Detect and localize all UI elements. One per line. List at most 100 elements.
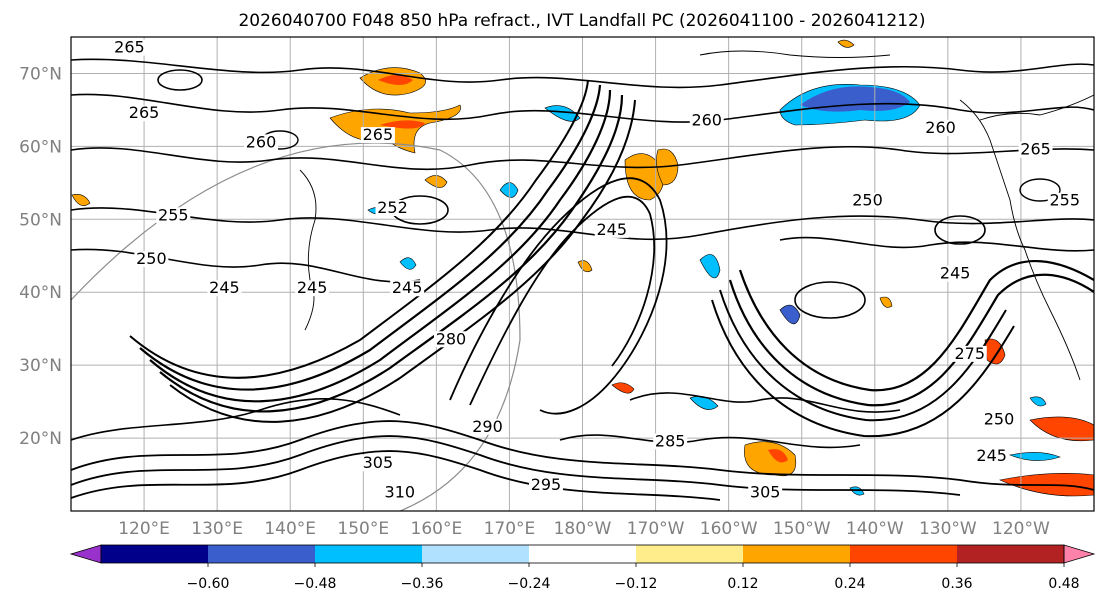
contour-label: 245 — [596, 220, 627, 239]
positive-anomaly-patch — [611, 382, 635, 394]
positive-anomaly-patch — [744, 441, 797, 477]
coastline-alaska — [979, 94, 1094, 121]
colorbar-segment — [529, 545, 637, 563]
positive-anomaly-core — [378, 75, 413, 85]
longitude-label: 120°W — [992, 519, 1050, 539]
colorbar-extend-low — [69, 544, 102, 564]
contour-label: 255 — [1049, 191, 1080, 210]
contour-label-bg — [156, 207, 191, 224]
colorbar-tick-label: 0.48 — [1048, 576, 1079, 592]
contour-label: 275 — [955, 344, 986, 363]
contour-label: 260 — [691, 111, 722, 130]
contour-label: 260 — [925, 118, 956, 137]
positive-anomaly-patch — [879, 296, 893, 308]
contour-label-bg — [127, 105, 162, 122]
contour-label: 245 — [392, 278, 423, 297]
positive-anomaly-core — [380, 120, 425, 129]
contour-label-bg — [952, 345, 987, 362]
coastline-japan — [299, 169, 317, 331]
contour-label-bg — [528, 477, 563, 494]
contour-label-bg — [748, 484, 783, 501]
latitude-label: 60°N — [19, 137, 62, 157]
contour-label: 265 — [129, 103, 160, 122]
contour-label: 255 — [158, 205, 189, 224]
coastlines — [299, 50, 1094, 381]
contour-label-bg — [134, 251, 169, 268]
positive-anomaly-patch — [577, 260, 593, 273]
contour-label-bg — [243, 134, 278, 151]
latitude-labels: 70°N 60°N 50°N 40°N 30°N 20°N — [19, 64, 62, 449]
positive-anomaly-patch — [71, 194, 91, 206]
contour-label: 305 — [363, 453, 394, 472]
latitude-label: 50°N — [19, 210, 62, 230]
colorbar-tick-label: 0.12 — [727, 576, 758, 592]
contour-label: 280 — [436, 329, 467, 348]
longitude-label: 170°W — [627, 519, 685, 539]
contour-label-bg — [850, 192, 885, 209]
longitude-label: 130°W — [919, 519, 977, 539]
longitude-label: 140°W — [846, 519, 904, 539]
contour-label-bg — [470, 418, 505, 435]
positive-anomaly-patch — [837, 39, 855, 48]
contour-label: 295 — [531, 475, 562, 494]
negative-anomaly-patch — [849, 486, 865, 496]
contour-label-bg — [382, 484, 417, 501]
colorbar-tick-label: −0.60 — [187, 576, 230, 592]
contour-label: 285 — [655, 431, 686, 450]
colorbar — [69, 544, 1096, 564]
contour-label: 252 — [377, 198, 408, 217]
colorbar-frame — [100, 544, 1065, 564]
contour-label: 305 — [750, 482, 781, 501]
latitude-label: 40°N — [19, 283, 62, 303]
negative-anomaly-patch — [1029, 396, 1047, 407]
contour-label: 290 — [472, 417, 503, 436]
positive-anomaly-core — [768, 449, 788, 463]
contour-label: 265 — [114, 38, 145, 57]
negative-anomaly-patch — [699, 254, 721, 279]
contour-label-bg — [360, 127, 395, 144]
coastline-arctic — [699, 50, 891, 58]
contour-label: 310 — [385, 482, 416, 501]
colorbar-segment — [957, 545, 1065, 563]
contour-label: 250 — [984, 409, 1015, 428]
graticule — [71, 37, 1094, 511]
contour-label: 245 — [209, 278, 240, 297]
contour-label-bg — [653, 433, 688, 450]
longitude-label: 150°E — [337, 519, 389, 539]
great-circle-arc — [71, 142, 521, 511]
negative-anomaly-patch — [399, 257, 417, 270]
positive-anomaly-patch — [624, 153, 664, 201]
contour-label-bg — [390, 280, 425, 297]
colorbar-segment — [850, 545, 958, 563]
map-panel: 265 265 265 260 255 252 250 245 245 245 245 260 250 2… — [70, 36, 1095, 512]
negative-anomaly-patch — [544, 105, 581, 122]
contour-label: 245 — [940, 264, 971, 283]
contour-label-bg — [207, 280, 242, 297]
longitude-label: 160°W — [700, 519, 758, 539]
colorbar-segment — [636, 545, 744, 563]
contour-label: 260 — [246, 132, 277, 151]
positive-anomaly-patch — [1029, 416, 1094, 442]
contour-label: 245 — [297, 278, 328, 297]
contour-label-bg — [689, 112, 724, 129]
contour-label: 250 — [852, 191, 883, 210]
negative-anomaly-patch — [1008, 452, 1061, 461]
colorbar-tick-labels: −0.60 −0.48 −0.36 −0.24 −0.12 0.12 0.24 0.36 0.4… — [187, 563, 1080, 592]
contour-label-bg — [974, 447, 1009, 464]
colorbar-tick-label: −0.48 — [294, 576, 337, 592]
longitude-label: 140°E — [264, 519, 316, 539]
longitude-label: 170°E — [484, 519, 536, 539]
colorbar-segment — [422, 545, 530, 563]
colorbar-tick-label: −0.24 — [508, 576, 551, 592]
contour-label-bg — [360, 455, 395, 472]
latitude-label: 70°N — [19, 64, 62, 84]
latitude-label: 20°N — [19, 429, 62, 449]
negative-anomaly-core — [800, 86, 910, 112]
contour-label-bg — [375, 200, 410, 217]
map-frame — [70, 36, 1095, 512]
contour-label-bg — [938, 265, 973, 282]
contour-label: 265 — [363, 125, 394, 144]
contour-label: 250 — [136, 249, 167, 268]
